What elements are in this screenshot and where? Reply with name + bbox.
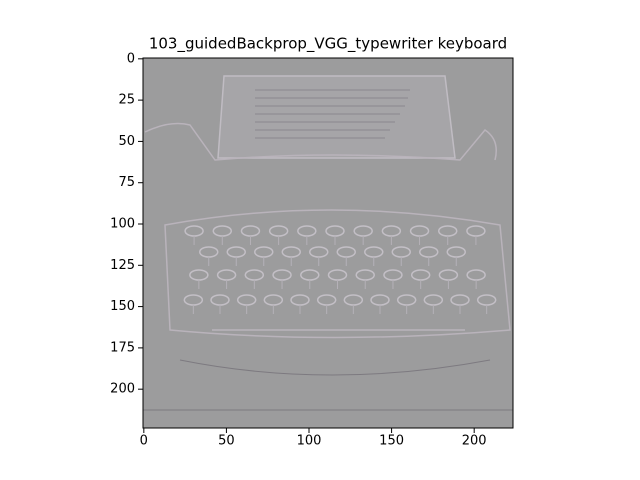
carriage bbox=[144, 122, 497, 161]
x-tick-label: 50 bbox=[218, 434, 235, 449]
axes-frame bbox=[142, 57, 514, 429]
y-tick-label: 150 bbox=[110, 299, 135, 314]
y-tick-label: 125 bbox=[110, 258, 135, 273]
x-tick-label: 100 bbox=[297, 434, 322, 449]
body-outline bbox=[164, 209, 511, 339]
y-tick-label: 75 bbox=[118, 175, 135, 190]
y-tick-label: 25 bbox=[118, 93, 135, 108]
x-tick-label: 200 bbox=[462, 434, 487, 449]
y-tick-label: 100 bbox=[110, 217, 135, 232]
y-tick-label: 50 bbox=[118, 134, 135, 149]
base-outline bbox=[179, 359, 491, 376]
paper bbox=[217, 75, 456, 159]
x-tick-label: 150 bbox=[379, 434, 404, 449]
y-tick-label: 0 bbox=[127, 51, 135, 66]
image bbox=[143, 58, 513, 428]
keys bbox=[183, 225, 497, 314]
chart-title: 103_guidedBackprop_VGG_typewriter keyboa… bbox=[149, 35, 507, 54]
x-tick-label: 0 bbox=[140, 434, 148, 449]
y-tick-label: 200 bbox=[110, 382, 135, 397]
paper-lines bbox=[255, 89, 410, 139]
y-tick-label: 175 bbox=[110, 340, 135, 355]
